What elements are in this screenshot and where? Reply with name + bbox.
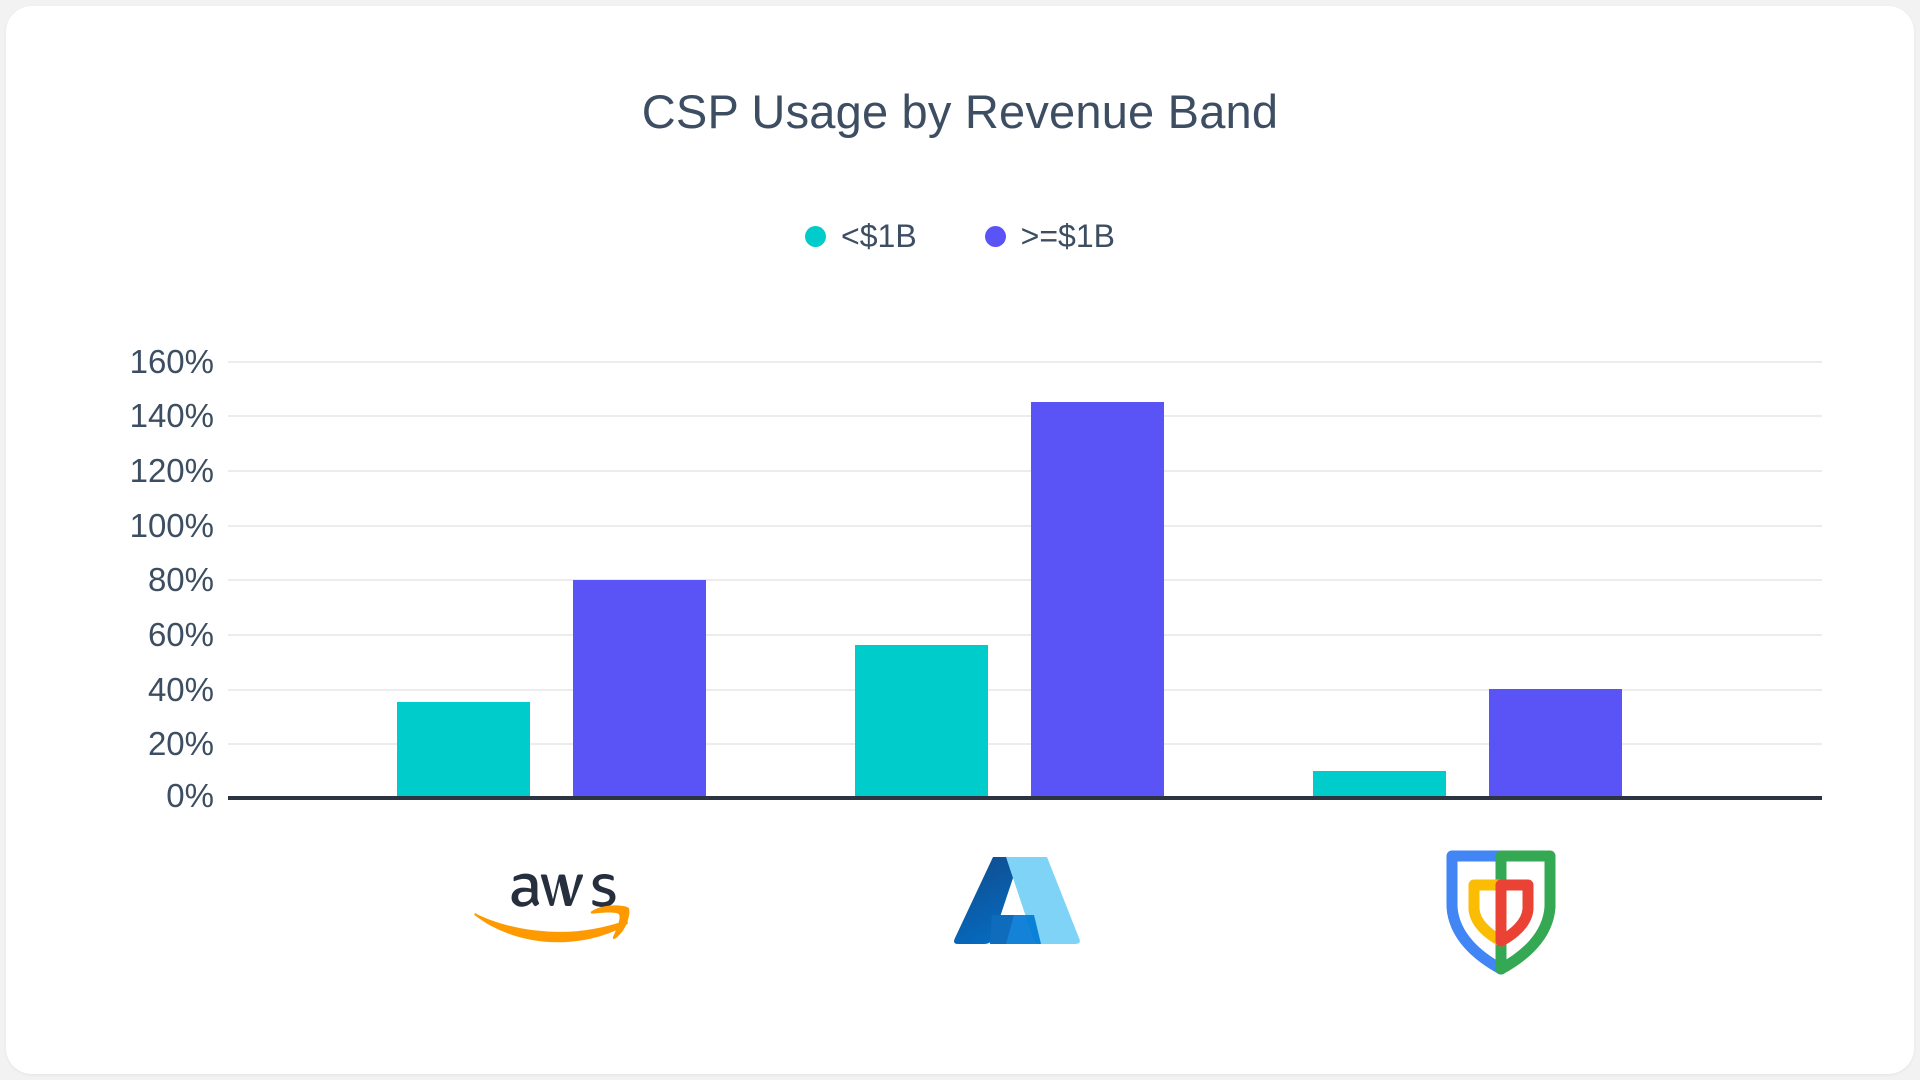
legend-swatch-large-revenue xyxy=(984,226,1006,247)
x-axis-label-google-cloud xyxy=(1391,838,1611,978)
gridline-100 xyxy=(228,525,1822,527)
gridline-140 xyxy=(228,415,1822,417)
y-axis-tick-100: 100% xyxy=(129,507,214,544)
bar-google-cloud-large-revenue[interactable] xyxy=(1489,689,1622,798)
aws-logo xyxy=(474,873,630,943)
gridline-160 xyxy=(228,361,1822,363)
y-axis-tick-140: 140% xyxy=(129,397,214,434)
plot-area: 160% 140% 120% 100% 80% 60% 40% 20% 0% xyxy=(6,6,1914,1074)
gridline-20 xyxy=(228,743,1822,745)
bar-azure-large-revenue[interactable] xyxy=(1031,402,1164,798)
y-axis-tick-80: 80% xyxy=(147,561,214,598)
y-axis-tick-60: 60% xyxy=(147,616,214,653)
gridline-80 xyxy=(228,579,1822,581)
google-cloud-logo xyxy=(1446,850,1556,974)
y-axis-tick-40: 40% xyxy=(147,671,214,708)
x-axis-label-azure xyxy=(911,838,1131,978)
chart-title: CSP Usage by Revenue Band xyxy=(641,85,1279,138)
y-axis-tick-120: 120% xyxy=(129,452,214,489)
chart-legend: <$1B >=$1B xyxy=(6,218,1914,255)
bar-azure-small-revenue[interactable] xyxy=(855,645,988,798)
bar-google-cloud-small-revenue[interactable] xyxy=(1313,771,1446,798)
legend-swatch-small-revenue xyxy=(805,226,827,247)
y-axis-tick-20: 20% xyxy=(147,725,214,762)
legend-label-small-revenue: <$1B xyxy=(841,218,917,254)
x-axis-label-aws xyxy=(446,838,666,978)
legend-item-small-revenue[interactable]: <$1B xyxy=(805,218,917,255)
gridline-120 xyxy=(228,470,1822,472)
legend-label-large-revenue: >=$1B xyxy=(1020,218,1115,254)
chart-card: CSP Usage by Revenue Band <$1B >=$1B 160… xyxy=(6,6,1914,1074)
bar-aws-large-revenue[interactable] xyxy=(573,580,706,798)
gridline-40 xyxy=(228,689,1822,691)
azure-logo xyxy=(954,857,1080,944)
legend-item-large-revenue[interactable]: >=$1B xyxy=(984,218,1115,255)
y-axis-tick-0: 0% xyxy=(166,777,214,814)
bar-aws-small-revenue[interactable] xyxy=(397,702,530,798)
y-axis-tick-160: 160% xyxy=(129,343,214,380)
x-axis-line xyxy=(228,796,1822,800)
gridline-60 xyxy=(228,634,1822,636)
